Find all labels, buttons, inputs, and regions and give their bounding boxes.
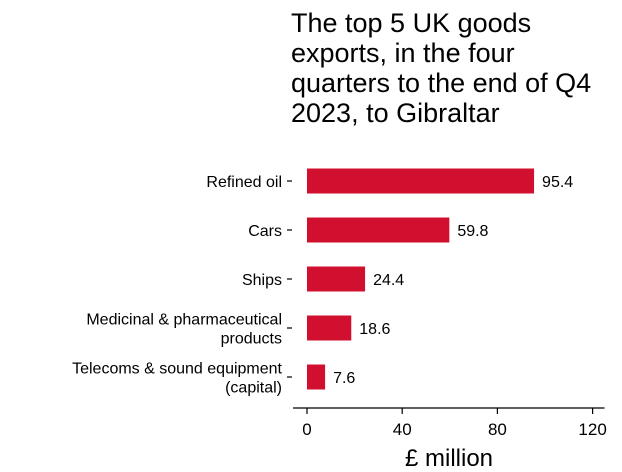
x-axis: 0 40 80 120 xyxy=(287,180,607,439)
category-label: Ships xyxy=(242,272,282,289)
bars-layer xyxy=(307,168,535,390)
bar xyxy=(307,266,366,292)
category-label: Medicinal & pharmaceutical products xyxy=(86,312,282,348)
chart-title: The top 5 UK goods exports, in the four … xyxy=(291,8,592,128)
x-tick-label: 40 xyxy=(393,420,412,439)
category-label: Refined oil xyxy=(206,174,282,191)
value-label: 7.6 xyxy=(333,370,355,387)
value-label: 95.4 xyxy=(542,174,573,191)
bar xyxy=(307,364,326,390)
x-tick-label: 120 xyxy=(578,420,606,439)
x-axis-title: £ million xyxy=(405,445,493,472)
category-label: Cars xyxy=(248,223,282,240)
bar xyxy=(307,168,535,194)
x-tick-label: 0 xyxy=(302,420,311,439)
bar xyxy=(307,315,352,341)
value-label: 24.4 xyxy=(373,272,404,289)
x-tick-label: 80 xyxy=(488,420,507,439)
category-labels: Refined oil Cars Ships Medicinal & pharmace… xyxy=(72,174,282,397)
category-label: Telecoms & sound equipment (capital) xyxy=(72,361,282,397)
bar xyxy=(307,217,450,243)
value-labels: 95.4 59.8 24.4 18.6 7.6 xyxy=(333,174,573,387)
value-label: 18.6 xyxy=(359,321,390,338)
value-label: 59.8 xyxy=(457,223,488,240)
